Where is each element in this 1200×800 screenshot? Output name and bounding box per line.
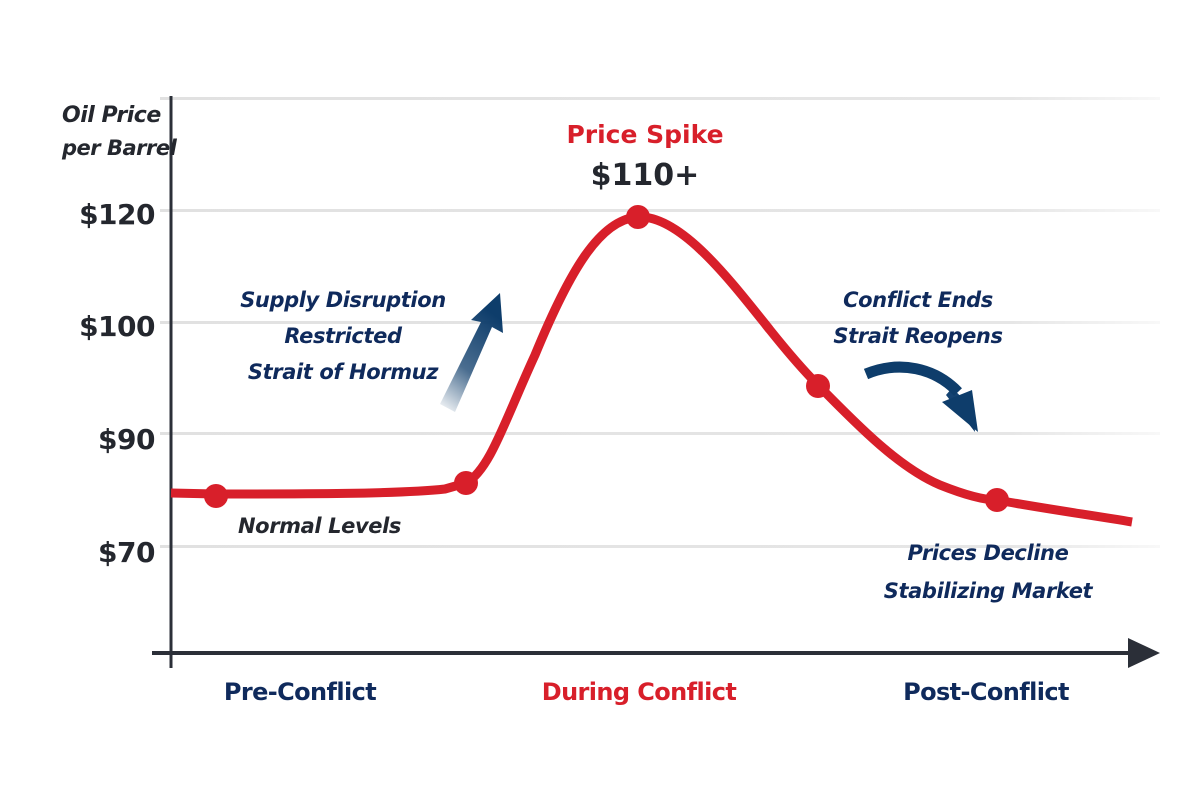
conflict-ends-annotation: Conflict Ends Strait Reopens bbox=[808, 282, 1028, 354]
x-axis-arrowhead-icon bbox=[1128, 638, 1160, 668]
marker-normal bbox=[204, 484, 228, 508]
annotation-line: Stabilizing Market bbox=[883, 579, 1093, 603]
x-category-pre-conflict: Pre-Conflict bbox=[223, 678, 377, 706]
price-spike-title: Price Spike bbox=[566, 120, 724, 149]
x-axis bbox=[152, 638, 1160, 668]
marker-conflict-start bbox=[454, 471, 478, 495]
supply-disruption-annotation: Supply Disruption Restricted Strait of H… bbox=[218, 282, 468, 390]
price-spike-value: $110+ bbox=[590, 158, 700, 193]
y-tick-90: $90 bbox=[98, 423, 155, 456]
y-tick-100: $100 bbox=[79, 310, 155, 343]
annotation-line: Conflict Ends bbox=[843, 288, 993, 312]
gridlines bbox=[160, 97, 1160, 548]
x-category-post-conflict: Post-Conflict bbox=[903, 678, 1069, 706]
y-axis-title-line1: Oil Price bbox=[62, 103, 161, 128]
annotation-line: Prices Decline bbox=[907, 541, 1069, 565]
annotation-line: Supply Disruption bbox=[240, 288, 446, 312]
annotation-line: Restricted bbox=[284, 324, 402, 348]
y-tick-120: $120 bbox=[79, 198, 155, 231]
x-category-during-conflict: During Conflict bbox=[541, 678, 737, 706]
falling-arrow-icon bbox=[863, 361, 978, 432]
marker-decline bbox=[985, 488, 1009, 512]
marker-conflict-end bbox=[806, 374, 830, 398]
rising-arrow-icon bbox=[440, 293, 503, 412]
annotation-line: Strait of Hormuz bbox=[247, 360, 439, 384]
y-axis-title-line2: per Barrel bbox=[62, 136, 177, 160]
data-markers bbox=[204, 205, 1009, 512]
annotation-line: Strait Reopens bbox=[833, 324, 1003, 348]
marker-peak bbox=[626, 205, 650, 229]
y-tick-70: $70 bbox=[98, 536, 155, 569]
normal-levels-label: Normal Levels bbox=[238, 514, 401, 538]
prices-decline-annotation: Prices Decline Stabilizing Market bbox=[868, 534, 1108, 610]
y-axis-title: Oil Price per Barrel bbox=[62, 100, 177, 164]
